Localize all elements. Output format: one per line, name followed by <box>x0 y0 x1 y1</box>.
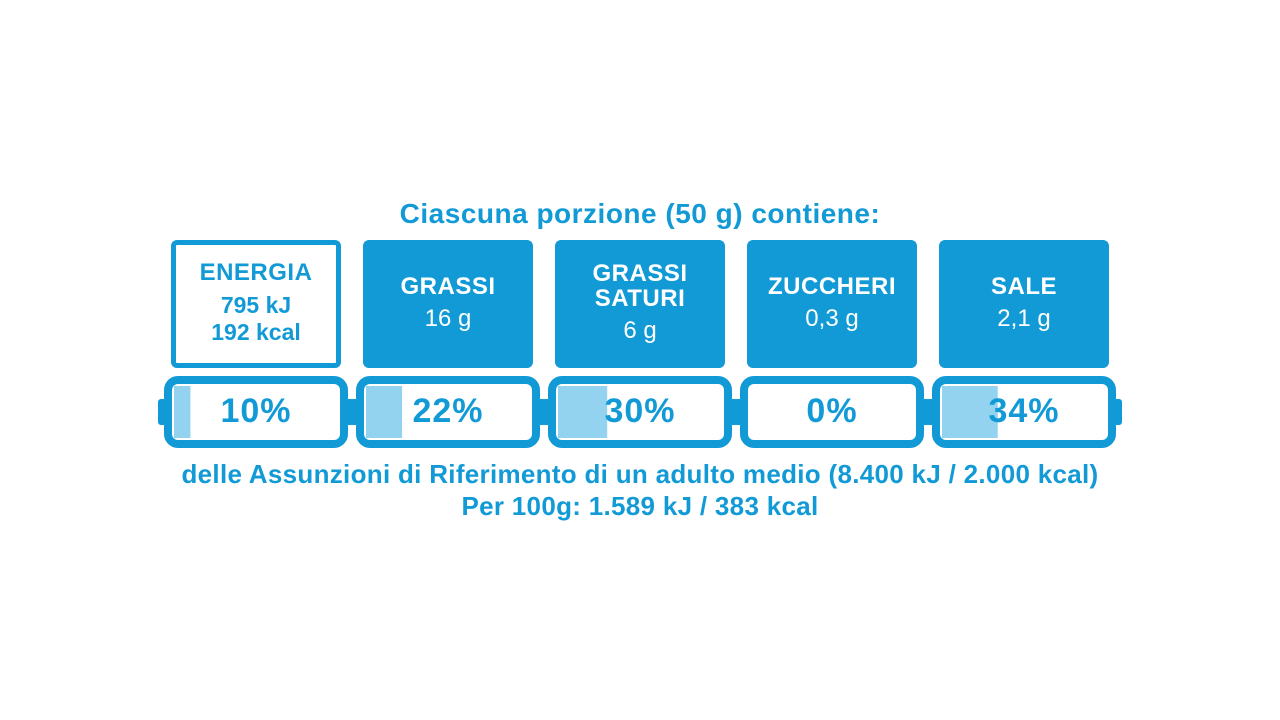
nutrient-column: ZUCCHERI0,3 g 0% <box>743 240 921 448</box>
nutrient-name: ENERGIA <box>200 260 313 285</box>
items-row: ENERGIA795 kJ192 kcal 10%GRASSI16 g 22%G… <box>167 240 1113 448</box>
nutrient-name: SALE <box>991 274 1057 299</box>
nutrient-value: 6 g <box>623 317 656 346</box>
nutrient-name: GRASSI <box>400 274 495 299</box>
battery-indicator: 10% <box>158 376 354 448</box>
nutrient-name: ZUCCHERI <box>768 274 896 299</box>
battery-indicator: 30% <box>542 376 738 448</box>
nutrient-column: GRASSISATURI6 g 30% <box>551 240 729 448</box>
battery-percent: 0% <box>734 376 930 448</box>
nutrient-value: 2,1 g <box>997 305 1050 334</box>
nutrient-column: GRASSI16 g 22% <box>359 240 537 448</box>
battery-indicator: 34% <box>926 376 1122 448</box>
nutrient-value: 0,3 g <box>805 305 858 334</box>
battery-percent: 10% <box>158 376 354 448</box>
nutrient-value: 192 kcal <box>211 319 301 347</box>
nutrient-topbox: ZUCCHERI 0,3 g <box>747 240 917 368</box>
battery-indicator: 22% <box>350 376 546 448</box>
nutrient-name: GRASSISATURI <box>592 261 687 311</box>
nutrient-topbox: ENERGIA 795 kJ192 kcal <box>171 240 341 368</box>
nutrient-topbox: SALE 2,1 g <box>939 240 1109 368</box>
battery-percent: 22% <box>350 376 546 448</box>
battery-percent: 34% <box>926 376 1122 448</box>
nutrient-value: 795 kJ <box>221 292 291 320</box>
nutrient-topbox: GRASSISATURI 6 g <box>555 240 725 368</box>
nutrient-column: SALE2,1 g 34% <box>935 240 1113 448</box>
footer-text: delle Assunzioni di Riferimento di un ad… <box>181 458 1098 523</box>
nutrition-label: Ciascuna porzione (50 g) contiene: ENERG… <box>167 198 1113 523</box>
nutrient-value: 16 g <box>425 305 472 334</box>
battery-percent: 30% <box>542 376 738 448</box>
battery-indicator: 0% <box>734 376 930 448</box>
nutrient-column: ENERGIA795 kJ192 kcal 10% <box>167 240 345 448</box>
header-text: Ciascuna porzione (50 g) contiene: <box>400 198 881 230</box>
nutrient-topbox: GRASSI 16 g <box>363 240 533 368</box>
